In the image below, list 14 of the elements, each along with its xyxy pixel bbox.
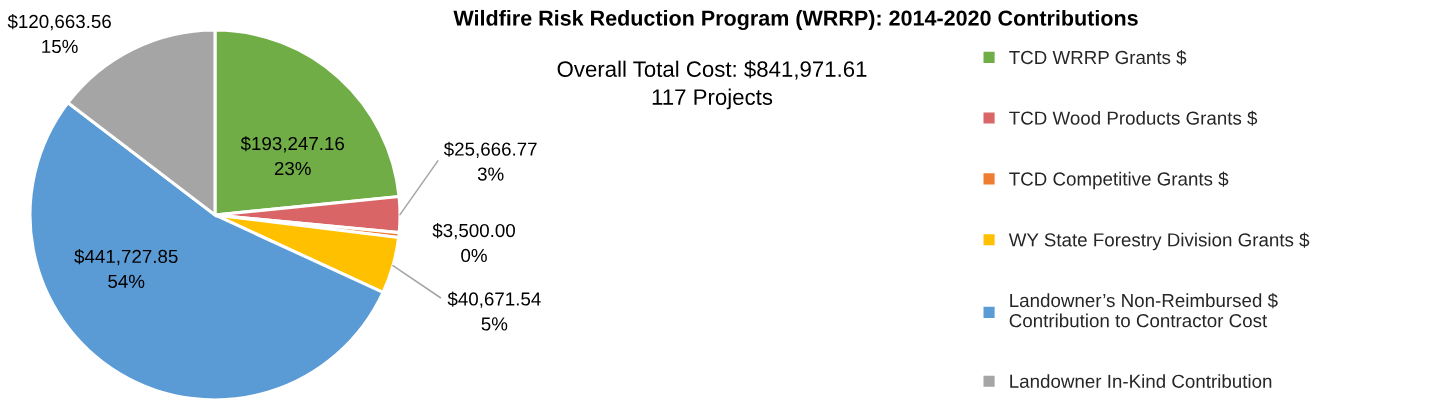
- legend-label: Landowner’s Non-Reimbursed $ Contribution to Contractor Cost: [1009, 293, 1278, 328]
- legend-label: TCD WRRP Grants $: [1009, 50, 1187, 66]
- data-label: $3,500.00 0%: [432, 223, 515, 263]
- legend-label: WY State Forestry Division Grants $: [1008, 232, 1310, 251]
- text: Overall Total Cost: $841,971.61 117 Projects: [557, 60, 867, 110]
- data-label: $25,666.77 3%: [443, 141, 537, 181]
- data-label: $120,663.56 15%: [7, 14, 111, 54]
- legend-label: TCD Competitive Grants $: [1009, 171, 1229, 190]
- legend-label: TCD Wood Products Grants $: [1009, 110, 1258, 126]
- data-label: $40,671.54 5%: [447, 291, 541, 331]
- chart-title: Wildfire Risk Reduction Program (WRRP): 2014-2020 Contributions: [453, 9, 1138, 31]
- data-label: $193,247.16 23%: [240, 136, 345, 176]
- data-label: $441,727.85 54%: [74, 248, 178, 289]
- legend-label: Landowner In-Kind Contribution: [1010, 374, 1272, 388]
